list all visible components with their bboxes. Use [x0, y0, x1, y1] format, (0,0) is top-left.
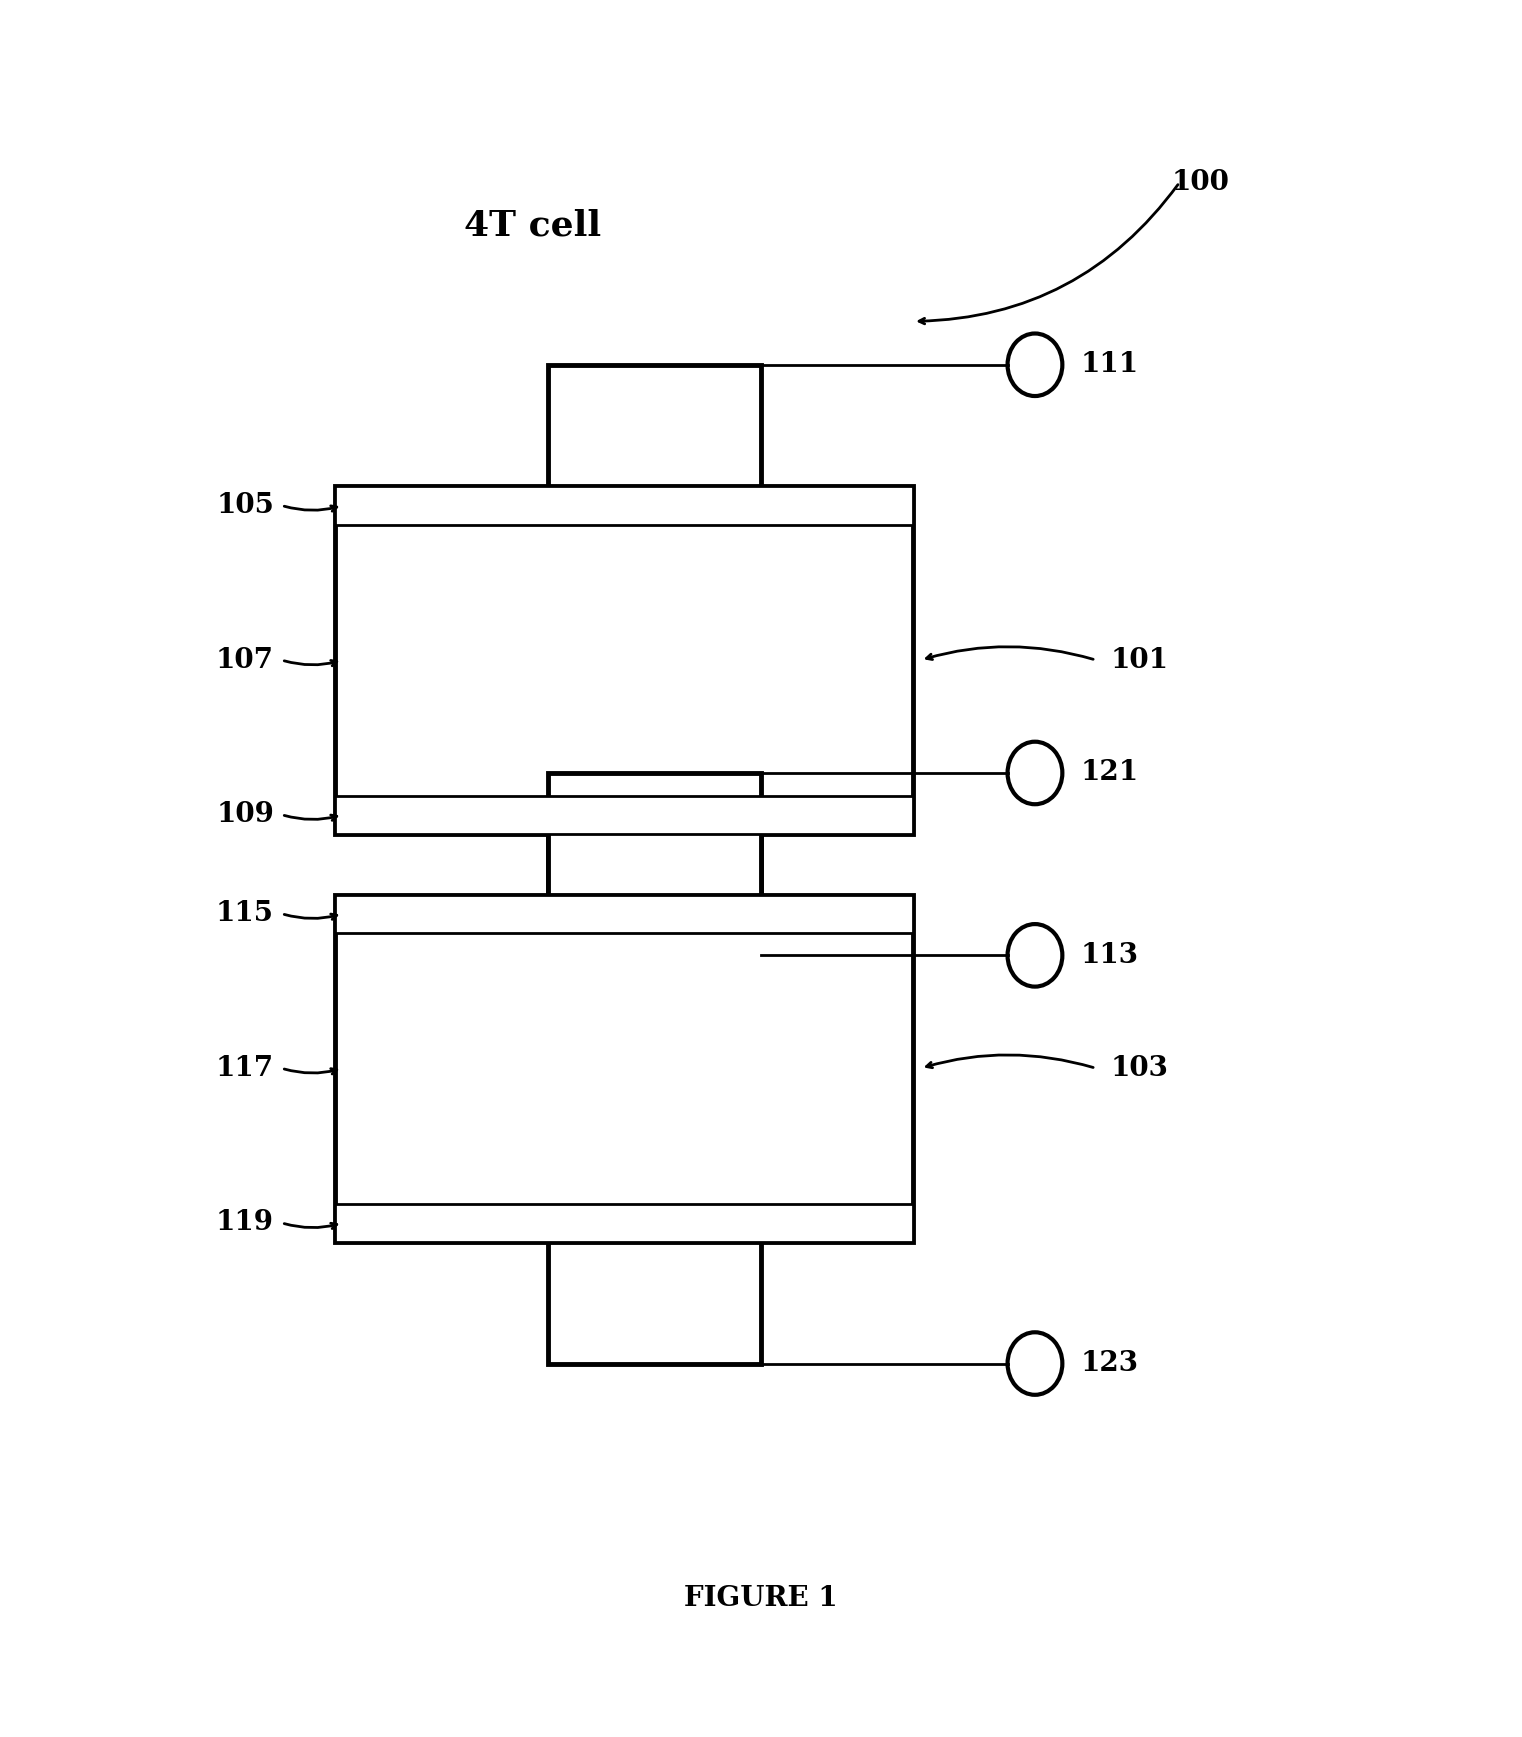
Bar: [335, 895, 913, 1242]
Text: 121: 121: [1081, 759, 1138, 787]
Text: 123: 123: [1081, 1350, 1138, 1377]
Bar: [548, 365, 761, 486]
Text: 109: 109: [216, 801, 274, 829]
Bar: [335, 486, 913, 834]
Bar: [335, 1204, 913, 1242]
Bar: [548, 773, 761, 895]
Bar: [548, 834, 761, 955]
Text: 113: 113: [1081, 941, 1138, 969]
Bar: [335, 895, 913, 933]
Text: 101: 101: [1111, 646, 1169, 674]
Text: 100: 100: [1172, 168, 1230, 196]
Text: 107: 107: [216, 646, 274, 674]
Bar: [335, 486, 913, 525]
Text: 115: 115: [216, 900, 274, 928]
Bar: [548, 1242, 761, 1364]
Text: 119: 119: [216, 1209, 274, 1237]
Text: 117: 117: [216, 1054, 274, 1082]
Text: 111: 111: [1081, 351, 1138, 379]
Text: FIGURE 1: FIGURE 1: [685, 1584, 837, 1612]
Text: 103: 103: [1111, 1054, 1169, 1082]
Text: 105: 105: [216, 492, 274, 519]
Text: 4T cell: 4T cell: [464, 208, 601, 243]
Bar: [335, 796, 913, 834]
